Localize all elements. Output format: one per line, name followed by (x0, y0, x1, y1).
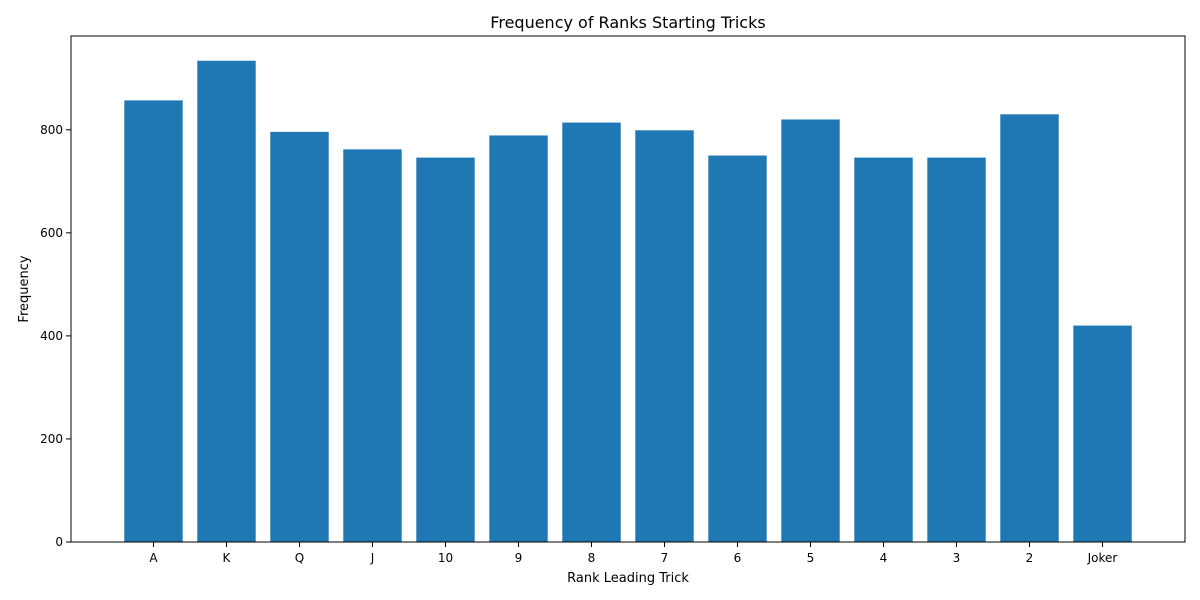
y-tick-label: 200 (40, 432, 63, 446)
y-tick-label: 600 (40, 226, 63, 240)
bar-5 (781, 119, 840, 542)
x-tick-label: 8 (588, 551, 596, 565)
bar-q (270, 131, 329, 543)
bar-2 (1000, 114, 1059, 543)
x-tick-label: Q (295, 551, 304, 565)
y-tick-label: 0 (55, 535, 63, 549)
bar-joker (1073, 325, 1132, 542)
plot-frame (70, 35, 1186, 543)
bar-10 (416, 157, 475, 542)
x-tick-label: 4 (880, 551, 888, 565)
y-axis-ticks: 0 200 400 600 800 (40, 123, 71, 549)
bars-group (124, 60, 1132, 543)
chart-title: Frequency of Ranks Starting Tricks (490, 13, 765, 32)
bar-8 (562, 122, 621, 542)
x-tick-label: 5 (807, 551, 815, 565)
x-tick-label: 3 (953, 551, 961, 565)
bar-9 (489, 135, 548, 542)
x-tick-label: K (223, 551, 232, 565)
bar-4 (854, 157, 913, 542)
x-tick-label: A (149, 551, 158, 565)
bar-a (124, 100, 183, 543)
bar-j (343, 149, 402, 543)
x-tick-label: 10 (438, 551, 453, 565)
x-tick-label: 9 (515, 551, 523, 565)
x-axis-ticks: A K Q J 10 9 8 7 6 5 4 3 2 Joker (149, 542, 1117, 565)
y-tick-label: 400 (40, 329, 63, 343)
bar-k (197, 60, 256, 543)
y-axis-label: Frequency (17, 255, 32, 322)
x-tick-label: 7 (661, 551, 669, 565)
y-tick-label: 800 (40, 123, 63, 137)
bar-7 (635, 130, 694, 542)
x-axis-label: Rank Leading Trick (567, 571, 689, 586)
x-tick-label: J (370, 551, 375, 565)
bar-6 (708, 155, 767, 542)
bar-3 (927, 157, 986, 542)
x-tick-label: 2 (1026, 551, 1034, 565)
x-tick-label: Joker (1087, 551, 1118, 565)
x-tick-label: 6 (734, 551, 742, 565)
